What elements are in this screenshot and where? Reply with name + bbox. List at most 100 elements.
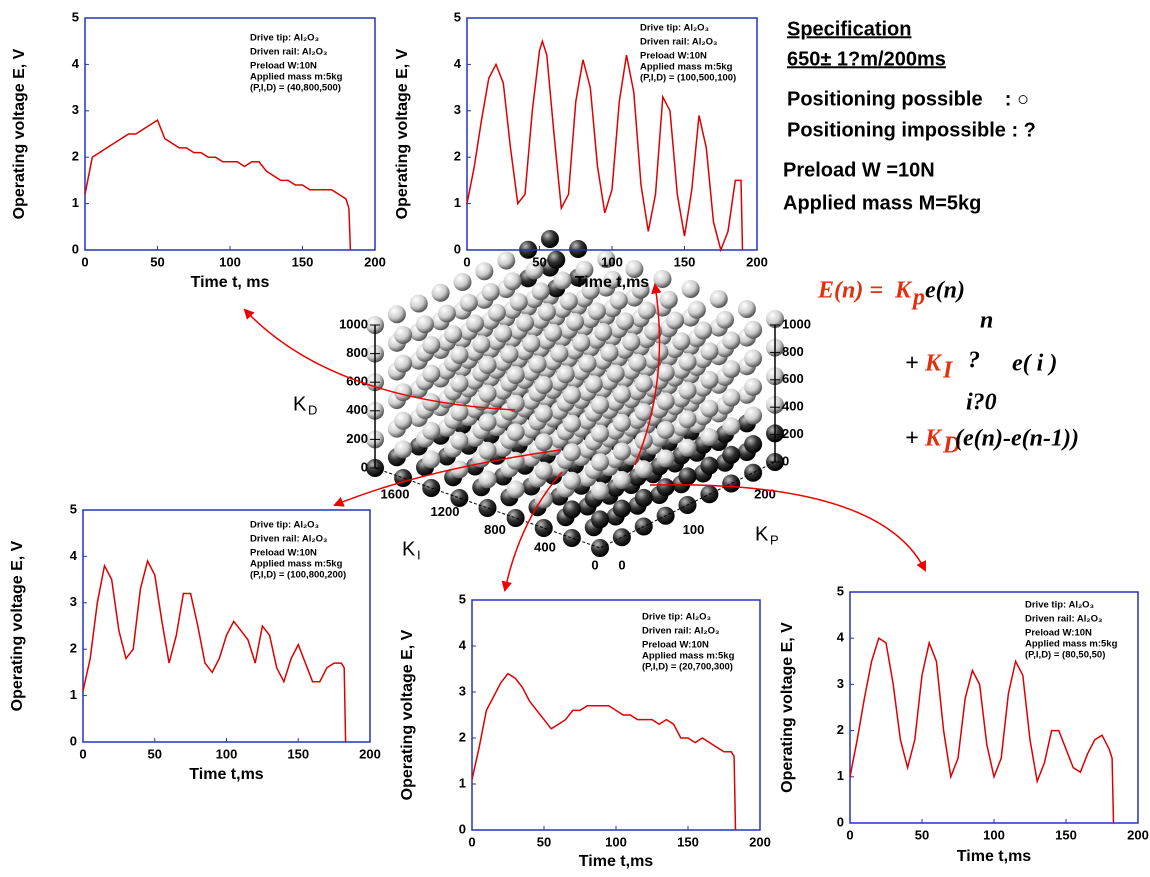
y-axis-label: Operating voltage E, V [394,48,411,219]
sphere-decor [744,377,763,396]
sphere-decor [722,388,741,407]
sphere-decor [528,355,547,374]
sphere-decor [616,312,634,331]
x-tick-label: 150 [674,254,696,269]
x-tick-label: 0 [591,557,598,572]
x-axis-label: Time t,ms [575,274,650,291]
eq-sub: D [942,433,960,459]
sphere-decor [744,320,763,339]
sphere-decor [744,463,763,482]
annotation: Applied mass m:5kg [1025,639,1118,650]
y-axis-label: Operating voltage E, V [399,629,416,800]
sphere-decor [537,303,556,321]
y-tick-label: 1 [454,195,461,210]
sphere-decor [422,450,441,469]
sphere-decor [466,314,484,333]
annotation: Drive tip: Al₂O₃ [250,520,319,531]
sphere-decor [572,333,591,352]
data-line [84,118,352,251]
arrow [634,282,662,466]
eq-term: e( i ) [1012,351,1057,377]
y-tick-label: 4 [454,56,462,71]
y-tick-label: 1 [837,768,844,783]
x-tick-label: 200 [364,254,386,269]
axis-label-sub: P [770,532,779,547]
arrow [501,471,563,593]
x-tick-label: 150 [677,834,699,849]
y-tick-label: 5 [837,583,844,598]
sphere-decor [450,489,469,507]
x-axis-label: Time t,ms [189,766,264,783]
sphere-decor [659,290,678,309]
arrow [333,449,561,507]
y-tick-label: 2 [459,729,466,744]
x-tick-label: 50 [148,746,162,761]
sphere-decor [416,315,434,334]
annotation: (P,I,D) = (100,800,200) [250,570,346,581]
z-tick-label: 600 [782,371,804,386]
sphere-decor [525,261,544,280]
sphere-decor [422,393,441,412]
sphere-decor [547,250,566,269]
sphere-decor [475,262,494,281]
spec-preload: Preload W =10N [783,159,935,181]
eq-sum-sign: ? [968,348,980,374]
sphere-decor [531,282,550,301]
sphere-decor [716,310,734,329]
sphere-decor [506,366,525,384]
sphere-decor [422,421,441,440]
z-tick-label: 1000 [339,316,368,331]
y-tick-label: 5 [459,591,466,606]
y-tick-label: 4 [70,548,78,563]
sphere-decor [597,250,616,268]
data-line [849,637,1115,824]
annotation: Drive tip: Al₂O₃ [250,33,319,44]
sphere-decor [450,431,469,450]
sphere-decor [744,406,763,425]
z-tick-label: 400 [346,402,368,417]
sphere-decor [700,342,719,361]
x-tick-label: 50 [537,834,551,849]
sphere-decor [603,270,622,289]
sphere-decor [394,354,413,373]
sphere-decor [522,334,541,353]
x-tick-label: 200 [749,834,771,849]
sphere-decor [544,323,563,342]
sphere-decor [394,383,413,402]
sphere-decor [700,370,719,389]
x-tick-label: 150 [287,746,309,761]
sphere-decor [591,396,609,414]
eq-sub: I [942,358,954,384]
y-tick-label: 0 [70,733,77,748]
sphere-decor [653,270,672,288]
sphere-decor [656,392,675,411]
sphere-decor [656,420,675,439]
x-tick-label: 1200 [431,504,460,519]
sphere-decor [634,488,653,507]
sphere-decor [509,293,528,311]
annotation: Applied mass m:5kg [250,72,343,83]
y-tick-label: 0 [454,241,461,256]
sphere-decor [722,445,741,464]
sphere-decor [622,333,641,351]
sphere-decor [534,376,553,394]
spec-mass: Applied mass M=5kg [783,192,981,214]
z-tick-label: 0 [361,459,368,474]
sphere-decor [634,403,653,422]
sphere-decor [562,443,581,462]
sphere-decor [500,345,519,364]
sphere-decor [744,349,763,368]
sphere-decor [478,470,497,489]
x-tick-label: 0 [463,254,470,269]
sphere-decor [422,336,441,354]
sphere-decor [687,300,706,319]
sphere-decor [534,433,553,452]
annotation: Drive tip: Al₂O₃ [640,23,709,34]
y-tick-label: 5 [454,9,461,24]
line-chart: 0 50 100 150 200 0 1 2 3 4 5 Time t,ms Operating vol… [394,9,768,291]
sphere-decor [700,399,719,418]
x-tick-label: 50 [915,827,929,842]
arrows [243,282,926,593]
y-tick-label: 1 [72,195,79,210]
